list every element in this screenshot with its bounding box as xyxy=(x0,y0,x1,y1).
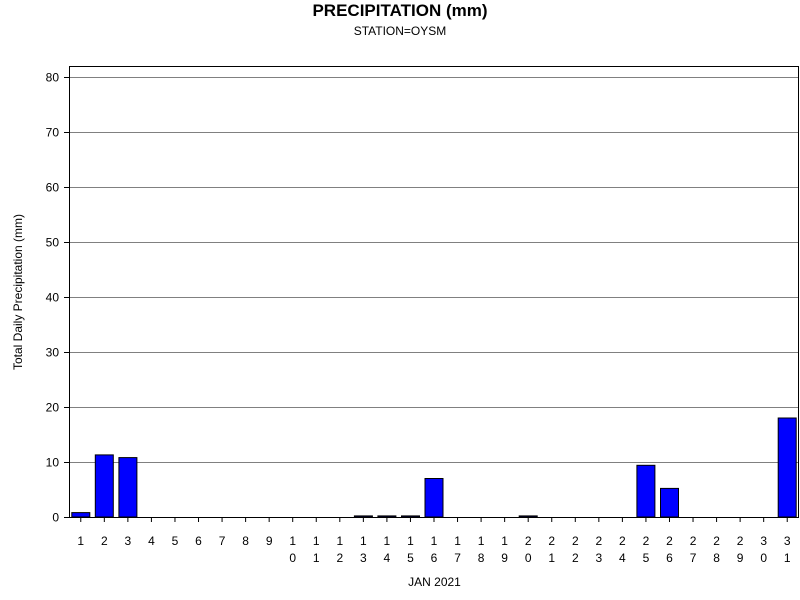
bar-day-13 xyxy=(353,515,373,518)
x-axis-label: JAN 2021 xyxy=(408,575,461,589)
chart-title: PRECIPITATION (mm) xyxy=(312,1,488,20)
x-tick-label: 4 xyxy=(148,534,155,548)
y-tick-label: 30 xyxy=(46,346,60,360)
bar-day-2 xyxy=(94,454,114,518)
plot-frame xyxy=(69,66,799,518)
x-tick-label: 3 xyxy=(125,534,132,548)
bar-day-16 xyxy=(424,478,444,518)
x-tick-label: 9 xyxy=(266,534,273,548)
y-tick-label: 10 xyxy=(46,456,60,470)
bar-day-25 xyxy=(636,464,656,518)
x-tick-label: 1 xyxy=(77,534,84,548)
y-tick-label: 20 xyxy=(46,401,60,415)
y-tick-label: 80 xyxy=(46,71,60,85)
x-tick-label: 6 xyxy=(195,534,202,548)
x-tick-label: 7 xyxy=(219,534,226,548)
y-tick-label: 40 xyxy=(46,291,60,305)
bar-day-20 xyxy=(518,515,538,518)
bar-day-31 xyxy=(777,417,797,518)
bar-day-14 xyxy=(377,515,397,518)
x-tick-label: 8 xyxy=(242,534,249,548)
x-tick-label: 2 xyxy=(101,534,108,548)
y-tick-label: 70 xyxy=(46,126,60,140)
bar-day-1 xyxy=(71,512,91,518)
x-tick-label: 5 xyxy=(172,534,179,548)
bar-day-3 xyxy=(118,457,138,518)
bar-day-15 xyxy=(401,515,420,518)
bar-day-26 xyxy=(660,487,679,518)
y-tick-label: 0 xyxy=(52,511,59,525)
y-tick-label: 50 xyxy=(46,236,60,250)
y-tick-label: 60 xyxy=(46,181,60,195)
chart-subtitle: STATION=OYSM xyxy=(353,24,447,38)
